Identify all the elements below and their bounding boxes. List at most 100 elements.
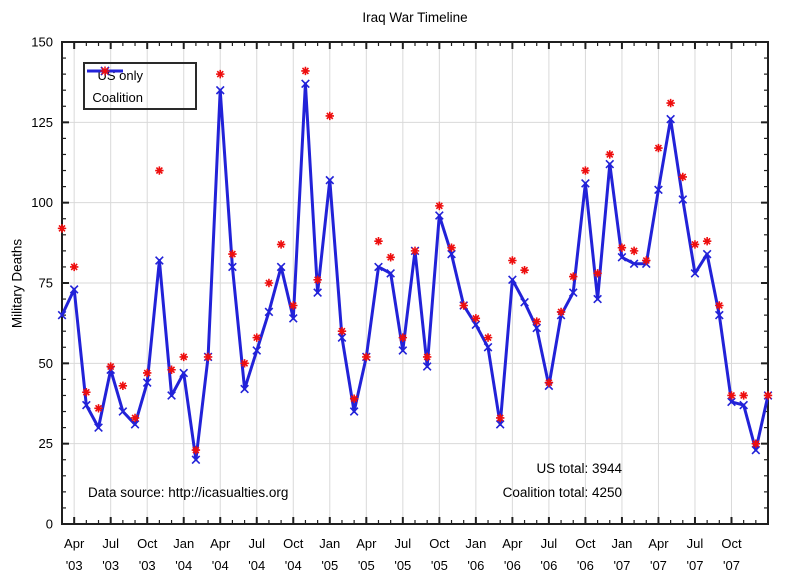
x-tick-label-month: Jul xyxy=(395,536,412,551)
coalition-marker xyxy=(203,352,213,362)
x-tick-label-month: Oct xyxy=(137,536,158,551)
x-tick-label-month: Oct xyxy=(283,536,304,551)
x-tick-label-month: Jan xyxy=(173,536,194,551)
us-only-marker xyxy=(690,268,700,278)
coalition-marker xyxy=(325,111,334,121)
coalition-marker xyxy=(642,256,651,265)
coalition-marker xyxy=(471,314,481,323)
coalition-marker xyxy=(556,307,566,317)
annotation-us-total: US total: 3944 xyxy=(536,461,622,476)
coalition-marker xyxy=(496,413,505,423)
us-only-marker xyxy=(532,323,542,333)
legend: US only Coalition xyxy=(83,62,197,110)
coalition-marker xyxy=(337,327,347,336)
us-only-marker xyxy=(714,310,724,320)
x-tick-label-year: '07 xyxy=(613,558,630,573)
y-tick-label: 125 xyxy=(31,115,53,130)
coalition-marker xyxy=(167,365,176,374)
us-only-marker xyxy=(617,252,627,262)
us-only-marker xyxy=(179,368,189,378)
coalition-marker xyxy=(301,66,310,76)
y-tick-label: 75 xyxy=(39,276,53,291)
us-only-marker xyxy=(337,333,347,342)
coalition-marker xyxy=(82,388,91,397)
coalition-marker xyxy=(143,368,152,378)
coalition-marker xyxy=(483,333,493,342)
us-only-marker xyxy=(654,185,663,195)
x-tick-label-month: Jul xyxy=(248,536,265,551)
x-tick-label-month: Apr xyxy=(64,536,85,551)
coalition-marker xyxy=(422,352,432,362)
coalition-marker xyxy=(763,391,773,400)
coalition-marker xyxy=(264,278,274,288)
x-tick-label-year: '04 xyxy=(175,558,192,573)
x-tick-label-month: Oct xyxy=(429,536,450,551)
coalition-marker xyxy=(228,249,237,259)
coalition-marker xyxy=(57,224,67,233)
x-tick-label-year: '04 xyxy=(285,558,302,573)
us-only-marker xyxy=(666,114,675,124)
coalition-marker xyxy=(349,394,359,403)
annotation-coalition-total: Coalition total: 4250 xyxy=(502,485,622,500)
us-only-marker xyxy=(568,288,578,298)
x-tick-label-year: '07 xyxy=(650,558,667,573)
coalition-marker xyxy=(544,378,554,387)
x-tick-label-month: Jul xyxy=(541,536,558,551)
y-tick-label: 100 xyxy=(31,195,53,210)
coalition-marker xyxy=(702,237,712,246)
us-only-series-line xyxy=(60,82,770,462)
x-tick-label-year: '05 xyxy=(431,558,448,573)
coalition-marker xyxy=(593,269,602,278)
us-only-marker xyxy=(167,391,176,400)
us-only-marker xyxy=(398,346,408,355)
x-tick-label-year: '06 xyxy=(577,558,594,573)
coalition-marker xyxy=(727,391,736,400)
us-only-marker xyxy=(447,249,456,259)
us-only-marker xyxy=(94,423,103,432)
coalition-marker xyxy=(447,243,456,252)
us-only-marker xyxy=(629,259,639,269)
coalition-marker xyxy=(191,445,201,455)
annotation-data-source: Data source: http://icasualties.org xyxy=(88,485,289,500)
x-tick-label-year: '06 xyxy=(467,558,484,573)
us-only-marker xyxy=(240,384,249,394)
coalition-marker xyxy=(410,246,420,256)
x-tick-label-month: Jan xyxy=(611,536,632,551)
coalition-marker xyxy=(435,201,444,211)
x-tick-label-month: Oct xyxy=(575,536,596,551)
y-tick-label: 25 xyxy=(39,436,53,451)
us-only-marker xyxy=(325,175,335,185)
x-tick-label-year: '05 xyxy=(358,558,375,573)
plot-border xyxy=(61,41,769,525)
us-only-marker xyxy=(374,262,383,272)
coalition-marker xyxy=(532,317,541,326)
x-tick-label-year: '04 xyxy=(248,558,265,573)
x-tick-label-year: '07 xyxy=(686,558,703,573)
coalition-marker xyxy=(386,253,395,262)
us-only-marker xyxy=(727,397,736,407)
x-tick-label-year: '07 xyxy=(723,558,740,573)
coalition-marker xyxy=(715,301,724,310)
us-only-marker xyxy=(155,256,164,265)
coalition-marker xyxy=(508,256,517,265)
us-only-marker xyxy=(142,378,152,387)
us-only-marker xyxy=(520,297,529,307)
x-tick-label-year: '03 xyxy=(102,558,119,573)
coalition-marker xyxy=(130,413,140,423)
us-only-marker xyxy=(483,342,493,352)
coalition-marker xyxy=(678,172,687,182)
us-only-marker xyxy=(508,275,517,285)
x-tick-label-year: '03 xyxy=(139,558,156,573)
x-tick-label-month: Jan xyxy=(319,536,340,551)
x-tick-label-year: '06 xyxy=(504,558,521,573)
legend-label-coalition: Coalition xyxy=(92,89,143,105)
us-only-marker xyxy=(57,310,67,320)
us-only-marker xyxy=(301,79,310,89)
x-tick-label-month: Oct xyxy=(721,536,742,551)
coalition-marker xyxy=(155,166,164,175)
x-tick-label-year: '06 xyxy=(540,558,557,573)
us-only-marker xyxy=(191,455,201,465)
x-tick-label-year: '03 xyxy=(66,558,83,573)
x-tick-label-month: Jul xyxy=(687,536,704,551)
